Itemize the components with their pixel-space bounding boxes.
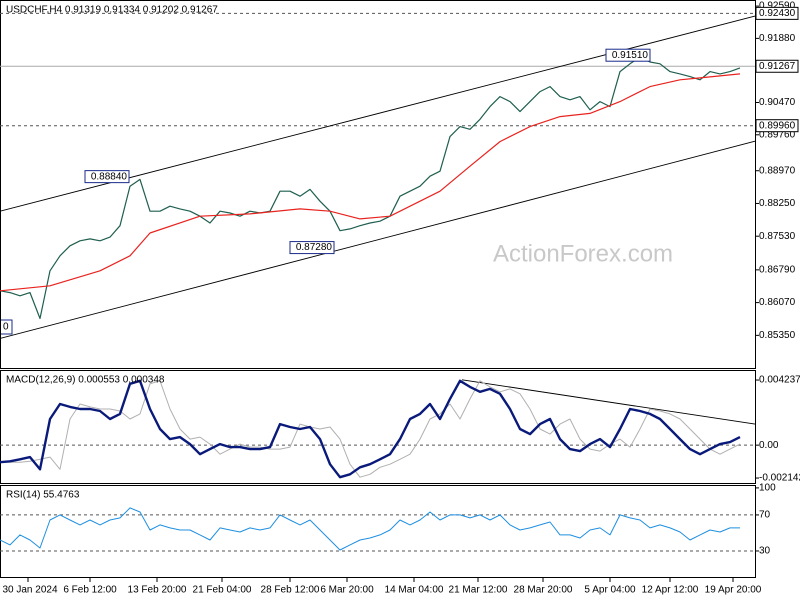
level-label: 0.89960 — [759, 120, 796, 131]
y-tick-label: 0.86070 — [759, 297, 796, 308]
panel-frame — [0, 0, 756, 369]
x-tick-label: 28 Mar 20:00 — [514, 585, 573, 596]
annotation-label: 0.91510 — [612, 50, 649, 61]
panel-frame — [0, 370, 756, 484]
series-line — [0, 507, 740, 551]
y-tick-label: 0.91880 — [759, 33, 796, 44]
y-tick-label: 0.90470 — [759, 97, 796, 108]
annotation-box — [605, 48, 651, 62]
edge-label: 0 — [3, 322, 9, 333]
y-tick-label: 0.88250 — [759, 198, 796, 209]
x-tick-label: 12 Apr 12:00 — [642, 585, 699, 596]
y-tick-label: 30 — [759, 546, 771, 557]
x-tick-label: 6 Mar 20:00 — [320, 585, 374, 596]
series-line — [0, 380, 741, 478]
x-tick-label: 5 Apr 04:00 — [584, 585, 636, 596]
x-tick-label: 21 Mar 12:00 — [449, 585, 508, 596]
y-tick-label: 0.87530 — [759, 231, 796, 242]
y-tick-label: 0.004237 — [759, 375, 800, 386]
annotation-box — [289, 241, 335, 255]
level-label-box — [755, 6, 799, 20]
watermark: ActionForex.com — [493, 240, 673, 267]
level-label: 0.91267 — [759, 61, 796, 72]
panel-title: MACD(12,26,9) 0.000553 0.000348 — [6, 375, 165, 386]
x-tick-label: 28 Feb 12:00 — [261, 585, 320, 596]
series-line — [0, 56, 741, 320]
trend-line — [461, 379, 756, 425]
trend-line — [0, 140, 756, 339]
edge-label-box — [0, 319, 13, 335]
y-tick-label: -0.002142 — [759, 473, 800, 484]
x-tick-label: 13 Feb 20:00 — [128, 585, 187, 596]
x-tick-label: 6 Feb 12:00 — [63, 585, 117, 596]
panel-title: USDCHF,H4 0.91319 0.91334 0.91202 0.9126… — [6, 5, 218, 16]
level-label-box — [755, 59, 799, 73]
level-label: 0.92430 — [759, 8, 796, 19]
x-tick-label: 30 Jan 2024 — [2, 585, 57, 596]
series-line — [0, 379, 741, 479]
panel-title: RSI(14) 55.4763 — [6, 490, 80, 501]
x-tick-label: 21 Feb 04:00 — [193, 585, 252, 596]
y-tick-label: 0.86790 — [759, 265, 796, 276]
level-label-box — [755, 119, 799, 133]
panel-frame — [0, 485, 756, 578]
y-tick-label: 0.89760 — [759, 129, 796, 140]
y-tick-label: 0.92590 — [759, 1, 796, 12]
annotation-box — [84, 170, 130, 184]
annotation-label: 0.88840 — [91, 171, 128, 182]
x-tick-label: 14 Mar 04:00 — [385, 585, 444, 596]
y-tick-label: 100 — [759, 483, 776, 494]
annotation-label: 0.87280 — [296, 242, 333, 253]
y-tick-label: 0.85350 — [759, 330, 796, 341]
x-tick-label: 19 Apr 20:00 — [705, 585, 762, 596]
y-tick-label: 0.00 — [759, 440, 779, 451]
series-line — [0, 73, 741, 292]
y-tick-label: 70 — [759, 510, 771, 521]
y-tick-label: 0.88970 — [759, 165, 796, 176]
